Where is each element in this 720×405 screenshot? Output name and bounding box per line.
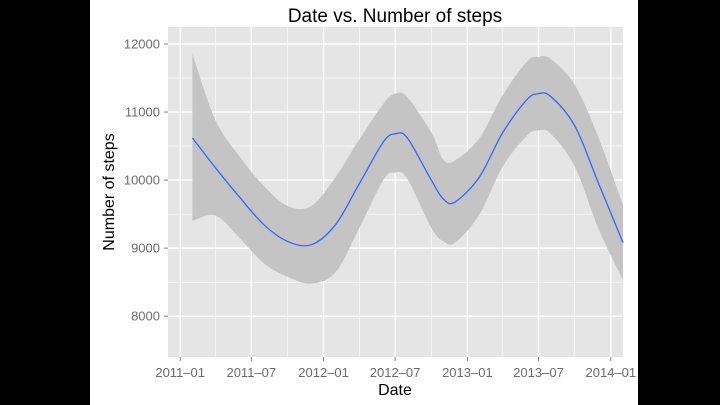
x-tick-label: 2011–07 [226,365,276,380]
x-tick-label: 2012–01 [298,365,349,380]
y-tick-label: 12000 [124,37,160,52]
chart-slide: Date vs. Number of steps 2011–01 2011–07 2… [90,0,638,405]
y-tick-label: 10000 [124,173,160,188]
x-tick-label: 2014–01 [586,365,637,380]
chart-title: Date vs. Number of steps [288,6,502,27]
smooth-trend-line [191,92,624,247]
confidence-band [192,54,623,284]
y-axis-title: Number of steps [101,133,118,250]
y-axis-ticks: 8000 9000 10000 11000 12000 [124,37,168,324]
x-axis-ticks: 2011–01 2011–07 2012–01 2012–07 2013–01 2013–… [155,357,636,380]
x-tick-label: 2011–01 [155,365,205,380]
y-tick-label: 8000 [131,309,160,324]
y-tick-label: 11000 [125,105,160,120]
x-tick-label: 2012–07 [370,365,421,380]
y-tick-label: 9000 [131,241,160,256]
x-axis-title: Date [378,382,412,399]
x-tick-label: 2013–07 [513,365,564,380]
chart-svg: Date vs. Number of steps 2011–01 2011–07 2… [101,6,636,399]
x-tick-label: 2013–01 [442,365,493,380]
